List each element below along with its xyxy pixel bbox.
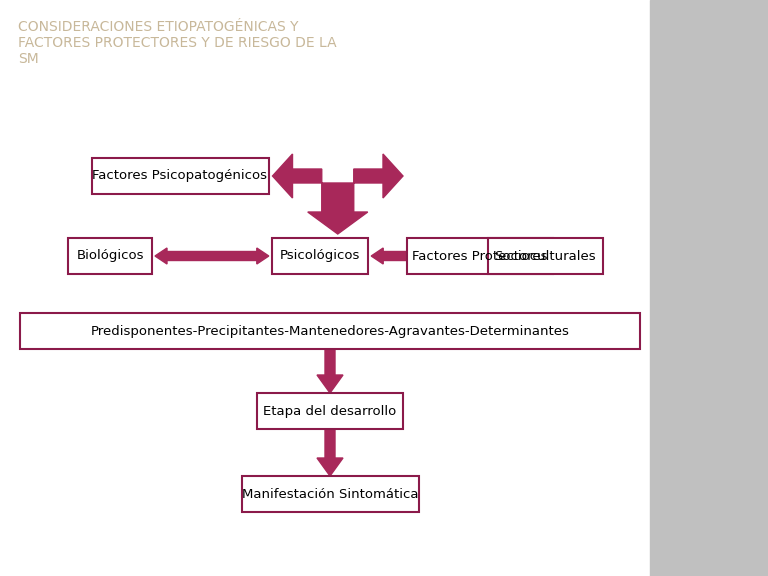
Text: Factores Protectores: Factores Protectores [412, 249, 548, 263]
Text: Etapa del desarrollo: Etapa del desarrollo [263, 404, 396, 418]
Text: Manifestación Sintomática: Manifestación Sintomática [242, 487, 419, 501]
Bar [650, 0, 768, 576]
Text: Biológicos: Biológicos [76, 249, 144, 263]
FancyBboxPatch shape [407, 238, 553, 274]
FancyBboxPatch shape [241, 476, 419, 512]
Text: Predisponentes-Precipitantes-Mantenedores-Agravantes-Determinantes: Predisponentes-Precipitantes-Mantenedore… [91, 324, 569, 338]
Polygon shape [317, 349, 343, 393]
FancyBboxPatch shape [20, 313, 640, 349]
FancyBboxPatch shape [272, 238, 368, 274]
FancyBboxPatch shape [257, 393, 403, 429]
FancyBboxPatch shape [488, 238, 603, 274]
Text: Psicológicos: Psicológicos [280, 249, 360, 263]
Text: Socioculturales: Socioculturales [494, 249, 596, 263]
Text: CONSIDERACIONES ETIOPATOGÉNICAS Y
FACTORES PROTECTORES Y DE RIESGO DE LA
SM: CONSIDERACIONES ETIOPATOGÉNICAS Y FACTOR… [18, 20, 336, 66]
FancyBboxPatch shape [91, 158, 269, 194]
Text: Factores Psicopatogénicos: Factores Psicopatogénicos [92, 169, 267, 183]
Polygon shape [317, 429, 343, 476]
Polygon shape [371, 248, 485, 264]
FancyBboxPatch shape [68, 238, 152, 274]
Polygon shape [273, 154, 403, 234]
Polygon shape [155, 248, 269, 264]
